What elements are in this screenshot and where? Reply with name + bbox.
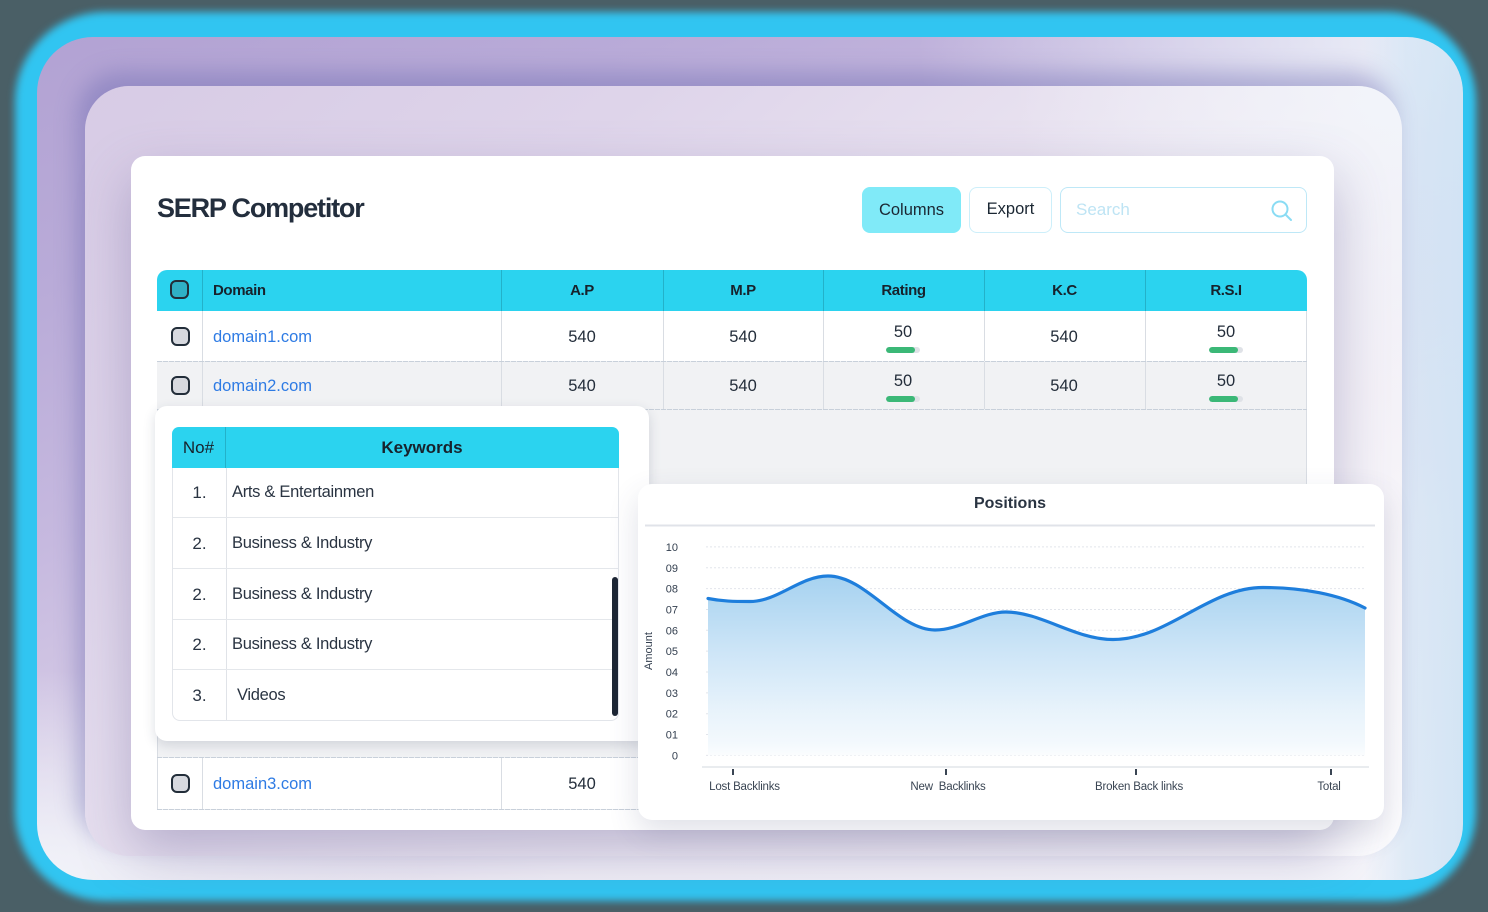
svg-text:02: 02 bbox=[666, 709, 678, 721]
svg-text:05: 05 bbox=[666, 646, 678, 658]
svg-text:03: 03 bbox=[666, 688, 678, 700]
svg-text:Positions: Positions bbox=[974, 495, 1046, 512]
svg-text:New Backlinks: New Backlinks bbox=[910, 781, 986, 793]
svg-text:06: 06 bbox=[666, 625, 678, 637]
svg-text:09: 09 bbox=[666, 563, 678, 575]
svg-text:Broken Back links: Broken Back links bbox=[1095, 781, 1183, 793]
svg-text:Lost Backlinks: Lost Backlinks bbox=[709, 781, 780, 793]
svg-text:08: 08 bbox=[666, 584, 678, 596]
svg-text:0: 0 bbox=[672, 750, 678, 762]
svg-text:01: 01 bbox=[666, 730, 678, 742]
svg-text:10: 10 bbox=[666, 542, 678, 554]
svg-text:Total: Total bbox=[1317, 781, 1340, 793]
svg-text:04: 04 bbox=[666, 667, 678, 679]
svg-text:07: 07 bbox=[666, 605, 678, 617]
svg-text:Amount: Amount bbox=[643, 632, 655, 670]
